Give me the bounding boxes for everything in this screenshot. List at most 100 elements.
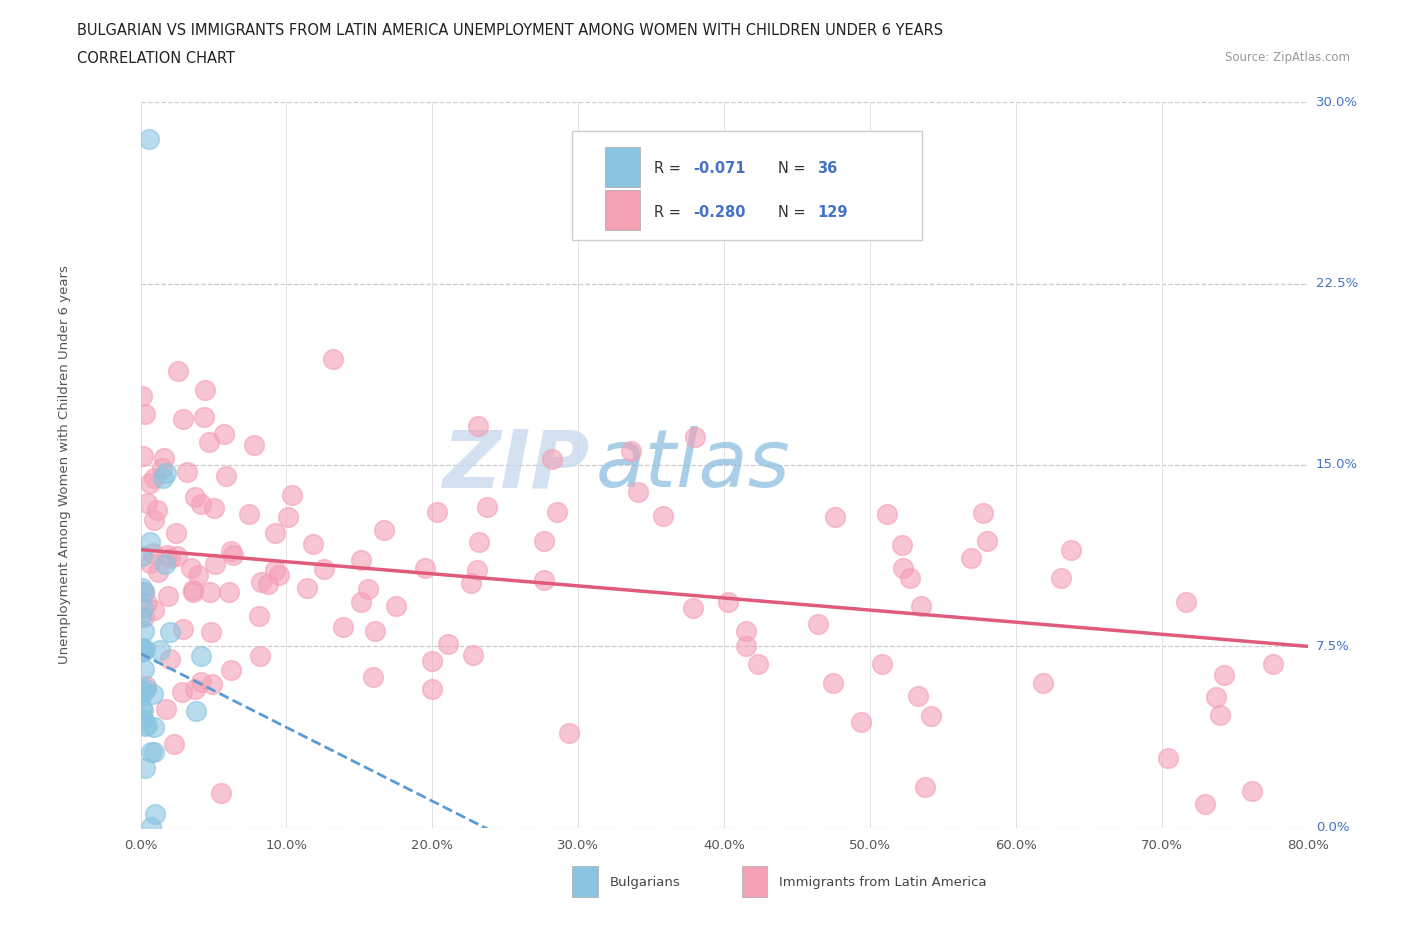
Point bbox=[152, 471, 174, 485]
Point bbox=[215, 469, 238, 484]
Point bbox=[134, 610, 156, 625]
Point bbox=[190, 649, 212, 664]
Point bbox=[312, 562, 335, 577]
Point bbox=[1209, 708, 1232, 723]
Point bbox=[1157, 751, 1180, 765]
Point bbox=[163, 737, 186, 751]
Point bbox=[735, 639, 758, 654]
Point bbox=[131, 641, 153, 656]
Point bbox=[143, 513, 166, 528]
Point bbox=[1213, 668, 1236, 683]
Point bbox=[682, 601, 704, 616]
Point bbox=[972, 506, 994, 521]
Point bbox=[460, 576, 482, 591]
Point bbox=[139, 820, 162, 835]
Point bbox=[131, 700, 153, 715]
Point bbox=[172, 412, 194, 427]
Point bbox=[361, 670, 384, 684]
Point bbox=[209, 785, 232, 800]
Point bbox=[238, 507, 260, 522]
Text: 60.0%: 60.0% bbox=[995, 839, 1036, 852]
Point bbox=[247, 609, 270, 624]
Point bbox=[131, 389, 153, 404]
Text: 20.0%: 20.0% bbox=[412, 839, 453, 852]
Point bbox=[747, 656, 769, 671]
Point bbox=[872, 657, 894, 671]
Text: CORRELATION CHART: CORRELATION CHART bbox=[77, 51, 235, 66]
Point bbox=[198, 585, 221, 600]
Point bbox=[257, 577, 280, 591]
Text: N =: N = bbox=[778, 205, 810, 219]
Point bbox=[136, 496, 159, 511]
Point bbox=[159, 652, 181, 667]
FancyBboxPatch shape bbox=[605, 147, 640, 187]
Point bbox=[129, 688, 152, 703]
Point bbox=[1205, 689, 1227, 704]
Point bbox=[159, 551, 181, 565]
Text: 22.5%: 22.5% bbox=[1316, 277, 1358, 290]
Point bbox=[139, 534, 162, 549]
Text: 10.0%: 10.0% bbox=[266, 839, 308, 852]
Point bbox=[1194, 796, 1216, 811]
Point bbox=[219, 662, 242, 677]
Point bbox=[139, 555, 162, 570]
Point bbox=[135, 682, 157, 697]
Point bbox=[132, 661, 155, 676]
Point bbox=[131, 580, 153, 595]
Point bbox=[823, 676, 845, 691]
Text: Source: ZipAtlas.com: Source: ZipAtlas.com bbox=[1225, 51, 1350, 64]
Point bbox=[364, 624, 387, 639]
Point bbox=[131, 711, 153, 726]
Text: 80.0%: 80.0% bbox=[1286, 839, 1329, 852]
Point bbox=[437, 637, 460, 652]
Point bbox=[202, 500, 225, 515]
Text: -0.071: -0.071 bbox=[693, 161, 747, 177]
Point bbox=[824, 510, 846, 525]
Point bbox=[1032, 676, 1054, 691]
Point bbox=[1261, 657, 1284, 671]
Point bbox=[132, 623, 155, 638]
Point bbox=[218, 584, 240, 599]
FancyBboxPatch shape bbox=[741, 866, 768, 897]
Point bbox=[425, 504, 447, 519]
Point bbox=[976, 533, 998, 548]
Point bbox=[131, 548, 153, 563]
Text: N =: N = bbox=[778, 161, 810, 177]
Point bbox=[142, 603, 165, 618]
Point bbox=[651, 509, 673, 524]
Point bbox=[264, 525, 287, 540]
Point bbox=[129, 610, 152, 625]
Point bbox=[541, 451, 564, 466]
Point bbox=[139, 475, 162, 490]
Point bbox=[807, 617, 830, 631]
Point bbox=[269, 567, 291, 582]
Point bbox=[264, 563, 287, 578]
Point bbox=[132, 584, 155, 599]
Point bbox=[350, 552, 373, 567]
Point bbox=[477, 500, 499, 515]
Point bbox=[533, 533, 555, 548]
Point bbox=[465, 563, 488, 578]
Point bbox=[152, 451, 174, 466]
Point bbox=[132, 684, 155, 699]
Point bbox=[148, 565, 170, 579]
Point bbox=[249, 648, 271, 663]
Point bbox=[143, 807, 166, 822]
Point bbox=[558, 726, 581, 741]
Point bbox=[184, 703, 207, 718]
Point bbox=[357, 581, 380, 596]
Point bbox=[176, 465, 198, 480]
Point bbox=[422, 682, 444, 697]
Text: BULGARIAN VS IMMIGRANTS FROM LATIN AMERICA UNEMPLOYMENT AMONG WOMEN WITH CHILDRE: BULGARIAN VS IMMIGRANTS FROM LATIN AMERI… bbox=[77, 23, 943, 38]
Point bbox=[420, 654, 443, 669]
Text: -0.280: -0.280 bbox=[693, 205, 747, 219]
Point bbox=[190, 497, 212, 512]
Text: Bulgarians: Bulgarians bbox=[610, 876, 681, 888]
Point bbox=[198, 434, 221, 449]
Point bbox=[181, 582, 204, 597]
Point bbox=[146, 502, 169, 517]
Point bbox=[960, 551, 983, 565]
FancyBboxPatch shape bbox=[605, 191, 640, 231]
Point bbox=[143, 744, 166, 759]
Point bbox=[184, 489, 207, 504]
